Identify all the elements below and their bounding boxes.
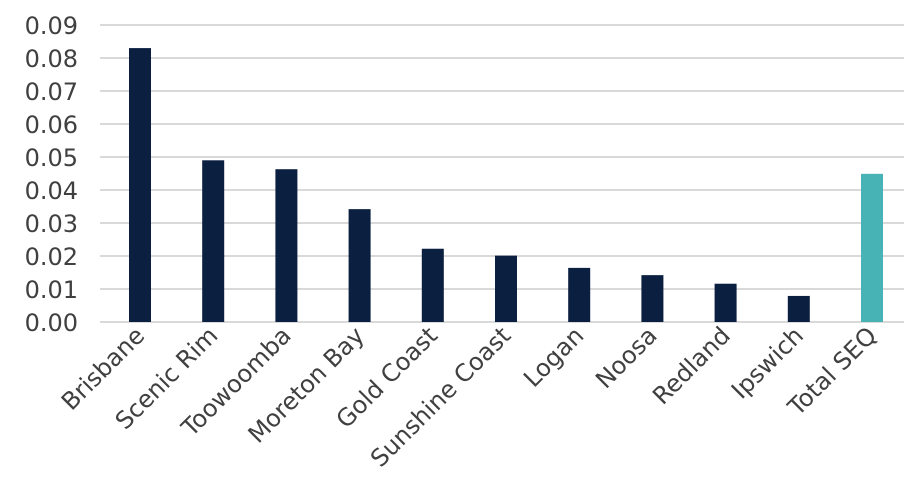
gridlines — [100, 24, 904, 323]
x-category-label: Redland — [647, 321, 736, 410]
bar-scenic-rim — [202, 160, 225, 322]
bar-sunshine-coast — [495, 255, 517, 322]
y-tick-label: 0.06 — [25, 111, 78, 139]
bar-redland — [714, 283, 737, 322]
y-tick-label: 0.05 — [25, 144, 78, 172]
bar-noosa — [641, 275, 664, 322]
y-tick-label: 0.02 — [25, 243, 78, 271]
y-tick-label: 0.08 — [25, 45, 78, 73]
y-tick-label: 0.03 — [25, 210, 78, 238]
bars — [129, 48, 883, 322]
bar-toowoomba — [275, 169, 298, 322]
y-tick-label: 0.09 — [25, 12, 78, 40]
y-axis-ticks: 0.00 0.01 0.02 0.03 0.04 0.05 0.06 0.07 0.08 0.09 — [25, 12, 78, 337]
bar-gold-coast — [421, 248, 444, 322]
bar-logan — [568, 267, 591, 322]
x-category-label: Noosa — [590, 321, 663, 394]
x-category-label: Logan — [518, 321, 589, 392]
bar-brisbane — [129, 48, 151, 322]
bar-ipswich — [787, 295, 810, 322]
y-tick-label: 0.04 — [25, 177, 78, 205]
y-tick-label: 0.01 — [25, 276, 78, 304]
y-tick-label: 0.00 — [25, 309, 78, 337]
bar-total-seq — [861, 173, 883, 322]
bar-moreton-bay — [348, 209, 371, 322]
x-category-label: Sunshine Coast — [365, 321, 516, 472]
y-tick-label: 0.07 — [25, 78, 78, 106]
